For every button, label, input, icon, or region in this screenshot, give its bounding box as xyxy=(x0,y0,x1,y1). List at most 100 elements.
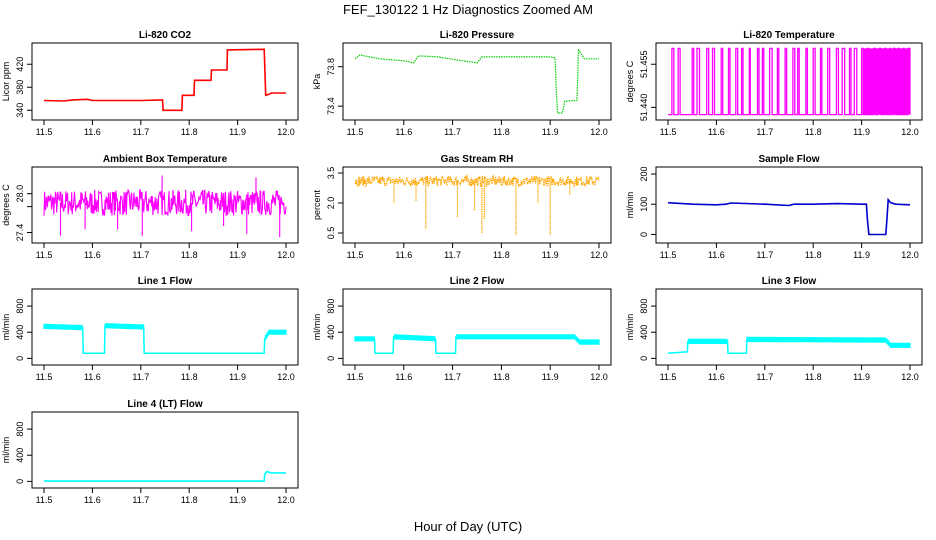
plot-frame xyxy=(31,166,299,244)
plot-frame xyxy=(342,166,612,244)
x-tick-label: 11.6 xyxy=(84,250,101,260)
x-tick-label: 11.7 xyxy=(132,250,149,260)
x-tick-label: 11.8 xyxy=(493,250,510,260)
x-tick-label: 11.9 xyxy=(542,127,559,137)
x-tick-label: 11.6 xyxy=(395,250,412,260)
y-tick-label: 0 xyxy=(639,232,649,237)
y-axis-label: ml/min xyxy=(1,314,11,341)
y-axis-label: percent xyxy=(312,189,322,220)
x-tick-label: 11.5 xyxy=(347,127,364,137)
x-tick-label: 11.9 xyxy=(229,495,246,505)
y-axis-label: ml/min xyxy=(625,314,635,341)
chart-panel-4: Ambient Box Temperature degrees C 11.5 11.6… xyxy=(1,154,299,260)
x-tick-label: 11.7 xyxy=(756,372,773,382)
y-tick-label: 3.5 xyxy=(326,167,336,180)
x-tick-label: 11.5 xyxy=(36,250,53,260)
x-tick-label: 11.7 xyxy=(444,127,461,137)
x-tick-label: 11.7 xyxy=(444,372,461,382)
series-line xyxy=(668,47,911,116)
x-tick-label: 11.8 xyxy=(805,250,822,260)
x-tick-label: 12.0 xyxy=(901,250,919,260)
series-layer xyxy=(43,175,287,238)
x-tick-label: 11.6 xyxy=(708,372,725,382)
series-layer xyxy=(354,174,600,235)
series-line xyxy=(43,175,287,238)
x-tick-label: 12.0 xyxy=(277,127,295,137)
x-tick-label: 12.0 xyxy=(277,250,295,260)
plot-frame xyxy=(31,288,299,366)
panel-title: Line 1 Flow xyxy=(138,276,193,287)
y-tick-label: 400 xyxy=(639,325,649,340)
y-tick-label: 340 xyxy=(15,103,25,118)
chart-panel-6: Sample Flow ml/min 11.5 11.6 11.7 11.8 11.9 12.… xyxy=(625,154,923,260)
figure-xlabel: Hour of Day (UTC) xyxy=(414,519,522,534)
x-tick-label: 11.8 xyxy=(493,372,510,382)
plot-frame xyxy=(31,42,299,121)
y-tick-label: 28.0 xyxy=(15,185,25,203)
x-tick-label: 12.0 xyxy=(901,372,919,382)
x-tick-label: 11.6 xyxy=(395,372,412,382)
figure-title: FEF_130122 1 Hz Diagnostics Zoomed AM xyxy=(343,2,593,17)
y-tick-label: 73.4 xyxy=(326,97,336,115)
x-tick-label: 11.5 xyxy=(660,250,677,260)
panel-title: Li-820 CO2 xyxy=(139,30,192,41)
x-tick-label: 11.9 xyxy=(853,250,870,260)
x-tick-label: 11.5 xyxy=(660,372,677,382)
y-tick-label: 400 xyxy=(15,325,25,340)
x-tick-label: 11.6 xyxy=(708,127,725,137)
x-tick-label: 11.7 xyxy=(444,250,461,260)
y-tick-label: 0 xyxy=(15,479,25,484)
x-tick-label: 11.9 xyxy=(853,127,870,137)
x-tick-label: 11.5 xyxy=(36,495,53,505)
x-tick-label: 12.0 xyxy=(590,250,608,260)
series-line xyxy=(667,338,910,354)
y-axis-label: Licor ppm xyxy=(1,62,11,102)
y-tick-label: 100 xyxy=(639,197,649,212)
series-line xyxy=(354,48,599,114)
plot-frame xyxy=(655,42,923,121)
y-tick-label: 0 xyxy=(326,356,336,361)
plot-frame xyxy=(655,288,923,366)
y-axis-label: degrees C xyxy=(1,184,11,226)
panel-title: Sample Flow xyxy=(758,154,819,165)
plot-frame xyxy=(342,288,612,366)
x-tick-label: 11.8 xyxy=(805,372,822,382)
y-tick-label: 380 xyxy=(15,80,25,95)
panel-title: Li-820 Temperature xyxy=(743,30,835,41)
x-tick-label: 12.0 xyxy=(277,372,295,382)
panel-title: Li-820 Pressure xyxy=(440,30,515,41)
series-line xyxy=(43,48,286,112)
x-tick-label: 11.8 xyxy=(493,127,510,137)
series-layer xyxy=(44,470,286,482)
y-tick-label: 400 xyxy=(15,448,25,463)
x-tick-label: 11.8 xyxy=(805,127,822,137)
y-tick-label: 200 xyxy=(639,167,649,182)
x-tick-label: 11.6 xyxy=(708,250,725,260)
series-layer xyxy=(667,336,911,354)
series-layer xyxy=(43,48,286,112)
y-tick-label: 420 xyxy=(15,57,25,72)
chart-panel-9: Line 3 Flow ml/min 11.5 11.6 11.7 11.8 11.9 12.… xyxy=(625,276,923,382)
chart-panel-3: Li-820 Temperature degrees C 11.5 11.6 11.7 1… xyxy=(625,30,923,137)
x-tick-label: 11.9 xyxy=(542,372,559,382)
y-tick-label: 800 xyxy=(15,422,25,437)
x-tick-label: 12.0 xyxy=(277,495,295,505)
y-tick-label: 0.5 xyxy=(326,227,336,240)
x-tick-label: 11.9 xyxy=(229,127,246,137)
x-tick-label: 12.0 xyxy=(590,127,608,137)
x-tick-label: 11.5 xyxy=(347,250,364,260)
y-tick-label: 400 xyxy=(326,325,336,340)
panel-title: Line 4 (LT) Flow xyxy=(127,399,203,410)
chart-panel-1: Li-820 CO2 Licor ppm 11.5 11.6 11.7 11.8 11.9 1… xyxy=(1,30,299,137)
x-tick-label: 11.8 xyxy=(181,372,198,382)
y-axis-label: ml/min xyxy=(625,192,635,219)
y-tick-label: 73.8 xyxy=(326,58,336,76)
x-tick-label: 12.0 xyxy=(590,372,608,382)
x-tick-label: 11.6 xyxy=(84,127,101,137)
series-line xyxy=(354,174,600,235)
y-tick-label: 800 xyxy=(639,299,649,314)
series-layer xyxy=(668,47,911,116)
chart-panel-8: Line 2 Flow ml/min 11.5 11.6 11.7 11.8 11.9 12.… xyxy=(312,276,612,382)
series-line xyxy=(43,324,286,354)
